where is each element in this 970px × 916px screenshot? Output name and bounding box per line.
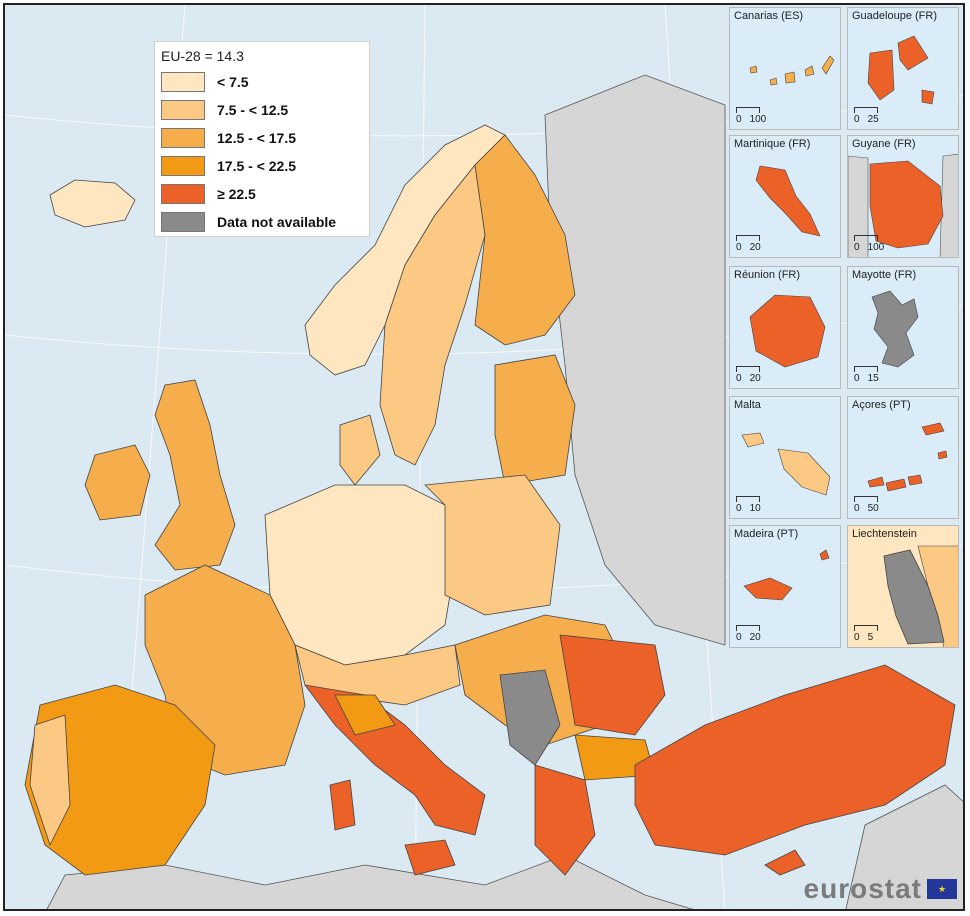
inset-map [741,432,831,496]
region-central-europe[interactable] [264,484,456,666]
inset-map [867,422,948,492]
legend-label: Data not available [217,214,337,230]
eu-flag-icon: ★ [927,879,957,899]
inset-map [871,290,919,368]
legend-label: 12.5 - < 17.5 [217,130,297,146]
inset-title: Açores (PT) [852,399,911,411]
region-italy[interactable] [304,684,486,836]
inset-acores[interactable]: Açores (PT) 0 50 [847,396,959,519]
inset-canarias[interactable]: Canarias (ES) 0 100 [729,7,841,130]
region-cyprus[interactable] [764,849,806,876]
region-greece[interactable] [534,764,596,876]
inset-map [749,55,835,86]
region-denmark[interactable] [339,414,381,486]
legend-swatch [161,128,205,148]
region-united-kingdom[interactable] [154,379,236,571]
legend-item: ≥ 22.5 [161,180,363,208]
scale-bar: 0 100 [736,107,766,125]
inset-title: Madeira (PT) [734,528,799,540]
legend-label: < 7.5 [217,74,249,90]
inset-title: Guadeloupe (FR) [852,10,937,22]
inset-malta[interactable]: Malta 0 10 [729,396,841,519]
inset-reunion[interactable]: Réunion (FR) 0 20 [729,266,841,389]
scale-bar: 0 20 [736,235,761,253]
inset-title: Guyane (FR) [852,138,916,150]
region-sardinia[interactable] [329,779,356,831]
legend-swatch [161,72,205,92]
scale-bar: 0 50 [854,496,879,514]
inset-map [749,294,826,368]
scale-bar: 0 25 [854,107,879,125]
region-north-italy[interactable] [334,694,396,736]
scale-bar: 0 20 [736,625,761,643]
scale-bar: 0 20 [736,366,761,384]
legend-swatch [161,100,205,120]
map-legend: EU-28 = 14.3 < 7.5 7.5 - < 12.5 12.5 - <… [154,41,370,237]
scale-bar: 0 100 [854,235,884,253]
region-western-balkans-na[interactable] [499,669,561,766]
legend-swatch [161,184,205,204]
legend-item: 7.5 - < 12.5 [161,96,363,124]
europe-choropleth-map [5,5,963,909]
region-iberia[interactable] [24,684,216,876]
legend-title: EU-28 = 14.3 [161,48,244,64]
map-frame: EU-28 = 14.3 < 7.5 7.5 - < 12.5 12.5 - <… [3,3,965,911]
region-portugal[interactable] [29,714,71,847]
region-poland[interactable] [424,474,561,616]
inset-martinique[interactable]: Martinique (FR) 0 20 [729,135,841,258]
inset-map [848,153,958,257]
legend-label: 7.5 - < 12.5 [217,102,289,118]
legend-item: 17.5 - < 22.5 [161,152,363,180]
non-eu-land [46,74,963,909]
eurostat-logo: eurostat ★ [804,873,957,905]
inset-title: Mayotte (FR) [852,269,917,281]
legend-swatch [161,156,205,176]
region-turkey[interactable] [634,664,956,856]
inset-title: Martinique (FR) [734,138,811,150]
legend-item: 12.5 - < 17.5 [161,124,363,152]
legend-item: < 7.5 [161,68,363,96]
inset-map [883,545,958,647]
inset-title: Liechtenstein [852,528,917,540]
inset-map [755,165,821,237]
scale-bar: 0 10 [736,496,761,514]
inset-madeira[interactable]: Madeira (PT) 0 20 [729,525,841,648]
legend-label: ≥ 22.5 [217,186,256,202]
region-finland[interactable] [474,134,576,346]
scale-bar: 0 15 [854,366,879,384]
region-sweden[interactable] [379,164,486,466]
legend-swatch [161,212,205,232]
region-romania[interactable] [559,634,666,736]
inset-mayotte[interactable]: Mayotte (FR) 0 15 [847,266,959,389]
region-baltics[interactable] [494,354,576,486]
inset-title: Canarias (ES) [734,10,804,22]
region-sicily[interactable] [404,839,456,876]
inset-map [867,35,935,105]
inset-guadeloupe[interactable]: Guadeloupe (FR) 0 25 [847,7,959,130]
region-iceland[interactable] [49,179,136,228]
legend-label: 17.5 - < 22.5 [217,158,297,174]
inset-guyane[interactable]: Guyane (FR) 0 100 [847,135,959,258]
inset-map [743,549,830,601]
region-ireland[interactable] [84,444,151,521]
inset-title: Malta [734,399,761,411]
inset-title: Réunion (FR) [734,269,801,281]
legend-item: Data not available [161,208,363,236]
logo-text: eurostat [803,873,922,904]
